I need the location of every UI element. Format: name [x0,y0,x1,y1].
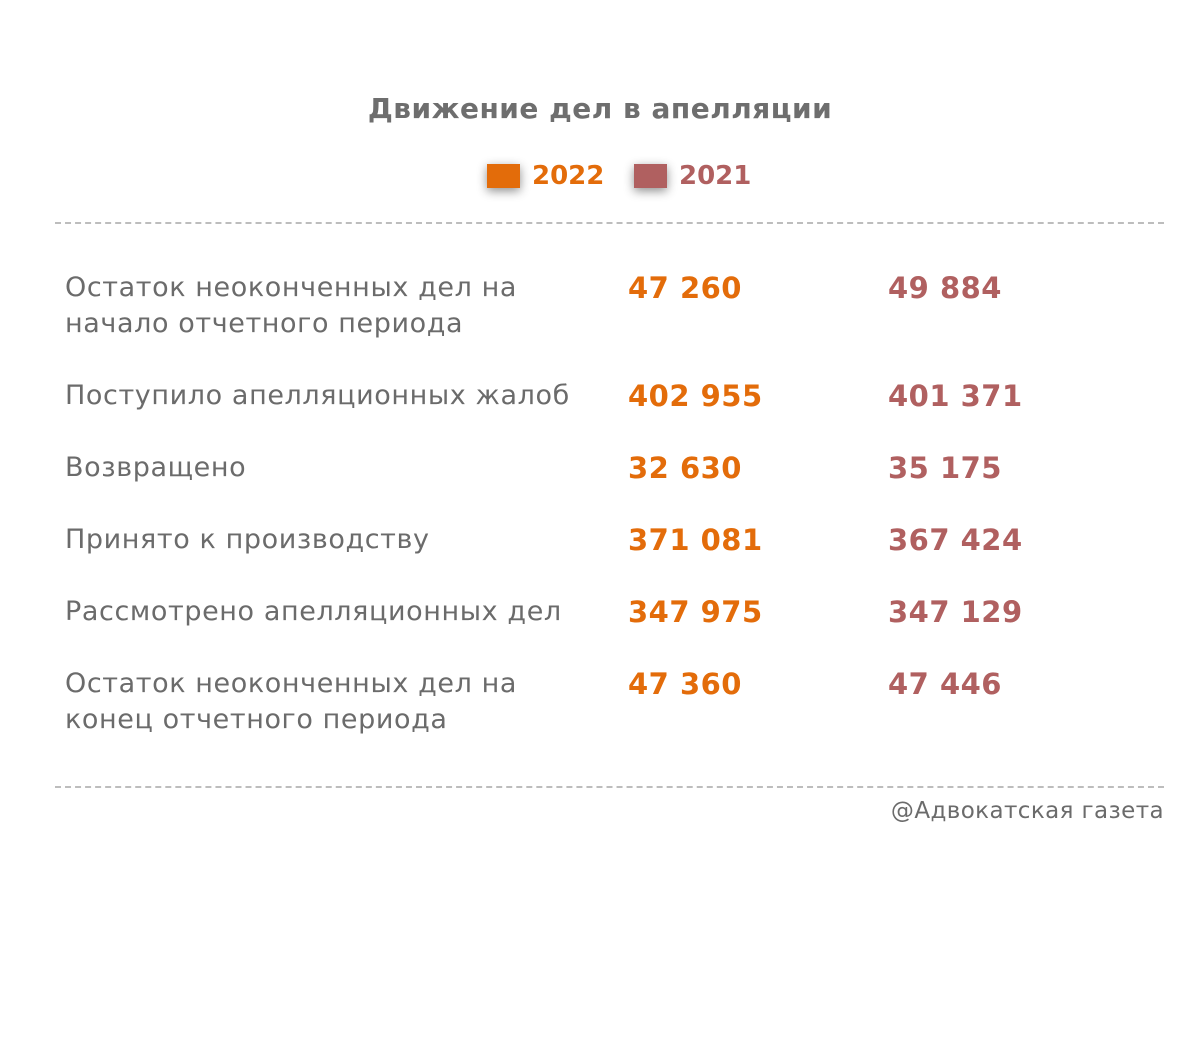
row-label: Остаток неоконченных дел на конец отчетн… [65,668,518,735]
value-2021: 347 129 [888,595,1023,629]
row-label: Рассмотрено апелляционных дел [65,596,562,627]
value-2021: 49 884 [888,271,1002,305]
legend-item-2021: 2021 [634,158,751,194]
row-label: Возвращено [65,452,247,483]
chart-title: Движение дел в апелляции [367,92,833,125]
legend-swatch-2022 [487,164,520,188]
top-divider [55,222,1164,224]
row-label: Поступило апелляционных жалоб [65,380,570,411]
value-2022: 402 955 [628,379,763,413]
value-2022: 371 081 [628,523,763,557]
source-credit: @Адвокатская газета [890,798,1164,824]
value-2022: 47 360 [628,667,742,701]
legend-label-2022: 2022 [532,161,605,191]
value-2022: 32 630 [628,451,742,485]
value-2022: 347 975 [628,595,763,629]
legend-item-2022: 2022 [487,158,604,194]
row-label: Принято к производству [65,524,430,555]
row-label: Остаток неоконченных дел на начало отчет… [65,272,518,339]
value-2021: 35 175 [888,451,1002,485]
value-2021: 367 424 [888,523,1023,557]
legend-swatch-2021 [634,164,667,188]
value-2021: 401 371 [888,379,1023,413]
legend: 2022 2021 [0,158,1200,194]
legend-label-2021: 2021 [679,161,752,191]
value-2022: 47 260 [628,271,742,305]
value-2021: 47 446 [888,667,1002,701]
bottom-divider [55,786,1164,788]
